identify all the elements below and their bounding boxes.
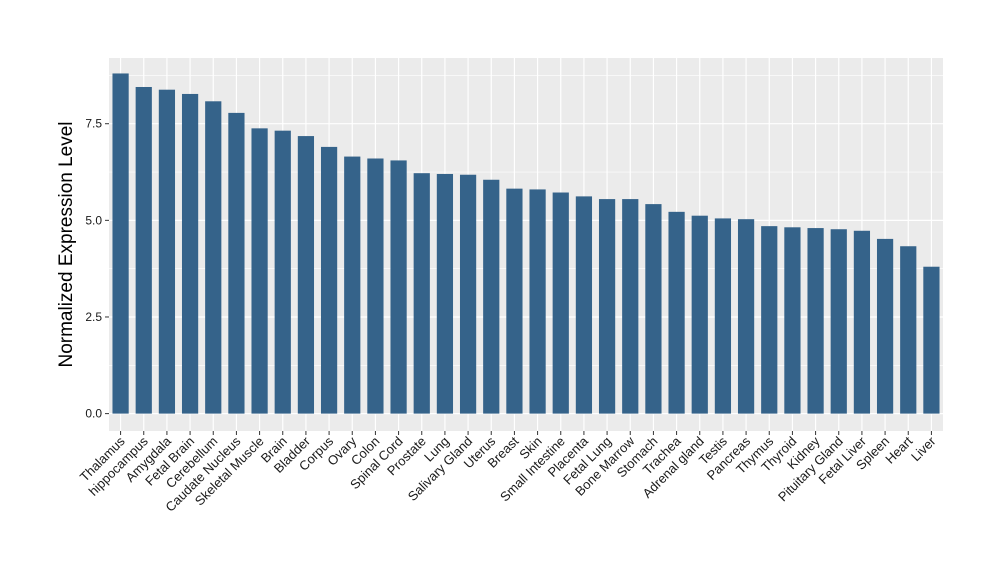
bar-salivary-gland <box>459 174 477 414</box>
bar-spinal-cord <box>390 160 407 414</box>
bar-placenta <box>575 196 593 414</box>
bar-colon <box>367 158 384 414</box>
bar-corpus <box>320 146 338 414</box>
bar-fetal-brain <box>181 93 199 414</box>
bar-liver <box>923 266 940 414</box>
y-tick-label: 7.5 <box>85 117 102 131</box>
bar-pancreas <box>737 219 755 414</box>
bar-hippocampus <box>135 86 152 414</box>
bar-bone-marrow <box>622 199 639 414</box>
bar-small-intestine <box>552 192 569 414</box>
x-tick-label: Liver <box>908 433 939 464</box>
bar-skin <box>529 189 546 414</box>
plot-panel <box>109 58 943 431</box>
y-tick-label: 0.0 <box>85 407 102 421</box>
bar-fetal-lung <box>598 199 616 414</box>
y-tick-label: 2.5 <box>85 310 102 324</box>
bar-lung <box>436 173 454 414</box>
bar-fetal-liver <box>853 230 871 414</box>
bar-ovary <box>344 156 361 414</box>
y-axis-title: Normalized Expression Level <box>56 121 77 367</box>
bar-thalamus <box>112 73 129 414</box>
bar-bladder <box>297 136 315 414</box>
bar-skeletal-muscle <box>251 128 268 414</box>
bar-heart <box>900 246 917 414</box>
bar-spleen <box>876 238 894 414</box>
bar-uterus <box>483 179 500 414</box>
bar-trachea <box>668 211 685 414</box>
y-tick-label: 5.0 <box>85 213 102 227</box>
bar-thyroid <box>784 227 801 414</box>
bar-thymus <box>761 226 778 414</box>
bar-brain <box>274 130 291 414</box>
bar-pituitary-gland <box>830 229 847 414</box>
y-axis-ticks: 0.0 2.5 5.0 7.5 <box>85 117 109 421</box>
bar-testis <box>714 218 732 414</box>
bars <box>112 73 940 414</box>
bar-prostate <box>413 173 430 414</box>
bar-amygdala <box>158 89 176 414</box>
bar-caudate-nucleus <box>228 112 245 414</box>
bar-adrenal-gland <box>691 215 708 414</box>
bar-cerebellum <box>205 101 222 414</box>
bar-kidney <box>807 228 824 414</box>
bar-stomach <box>645 204 662 414</box>
bar-breast <box>506 188 523 414</box>
